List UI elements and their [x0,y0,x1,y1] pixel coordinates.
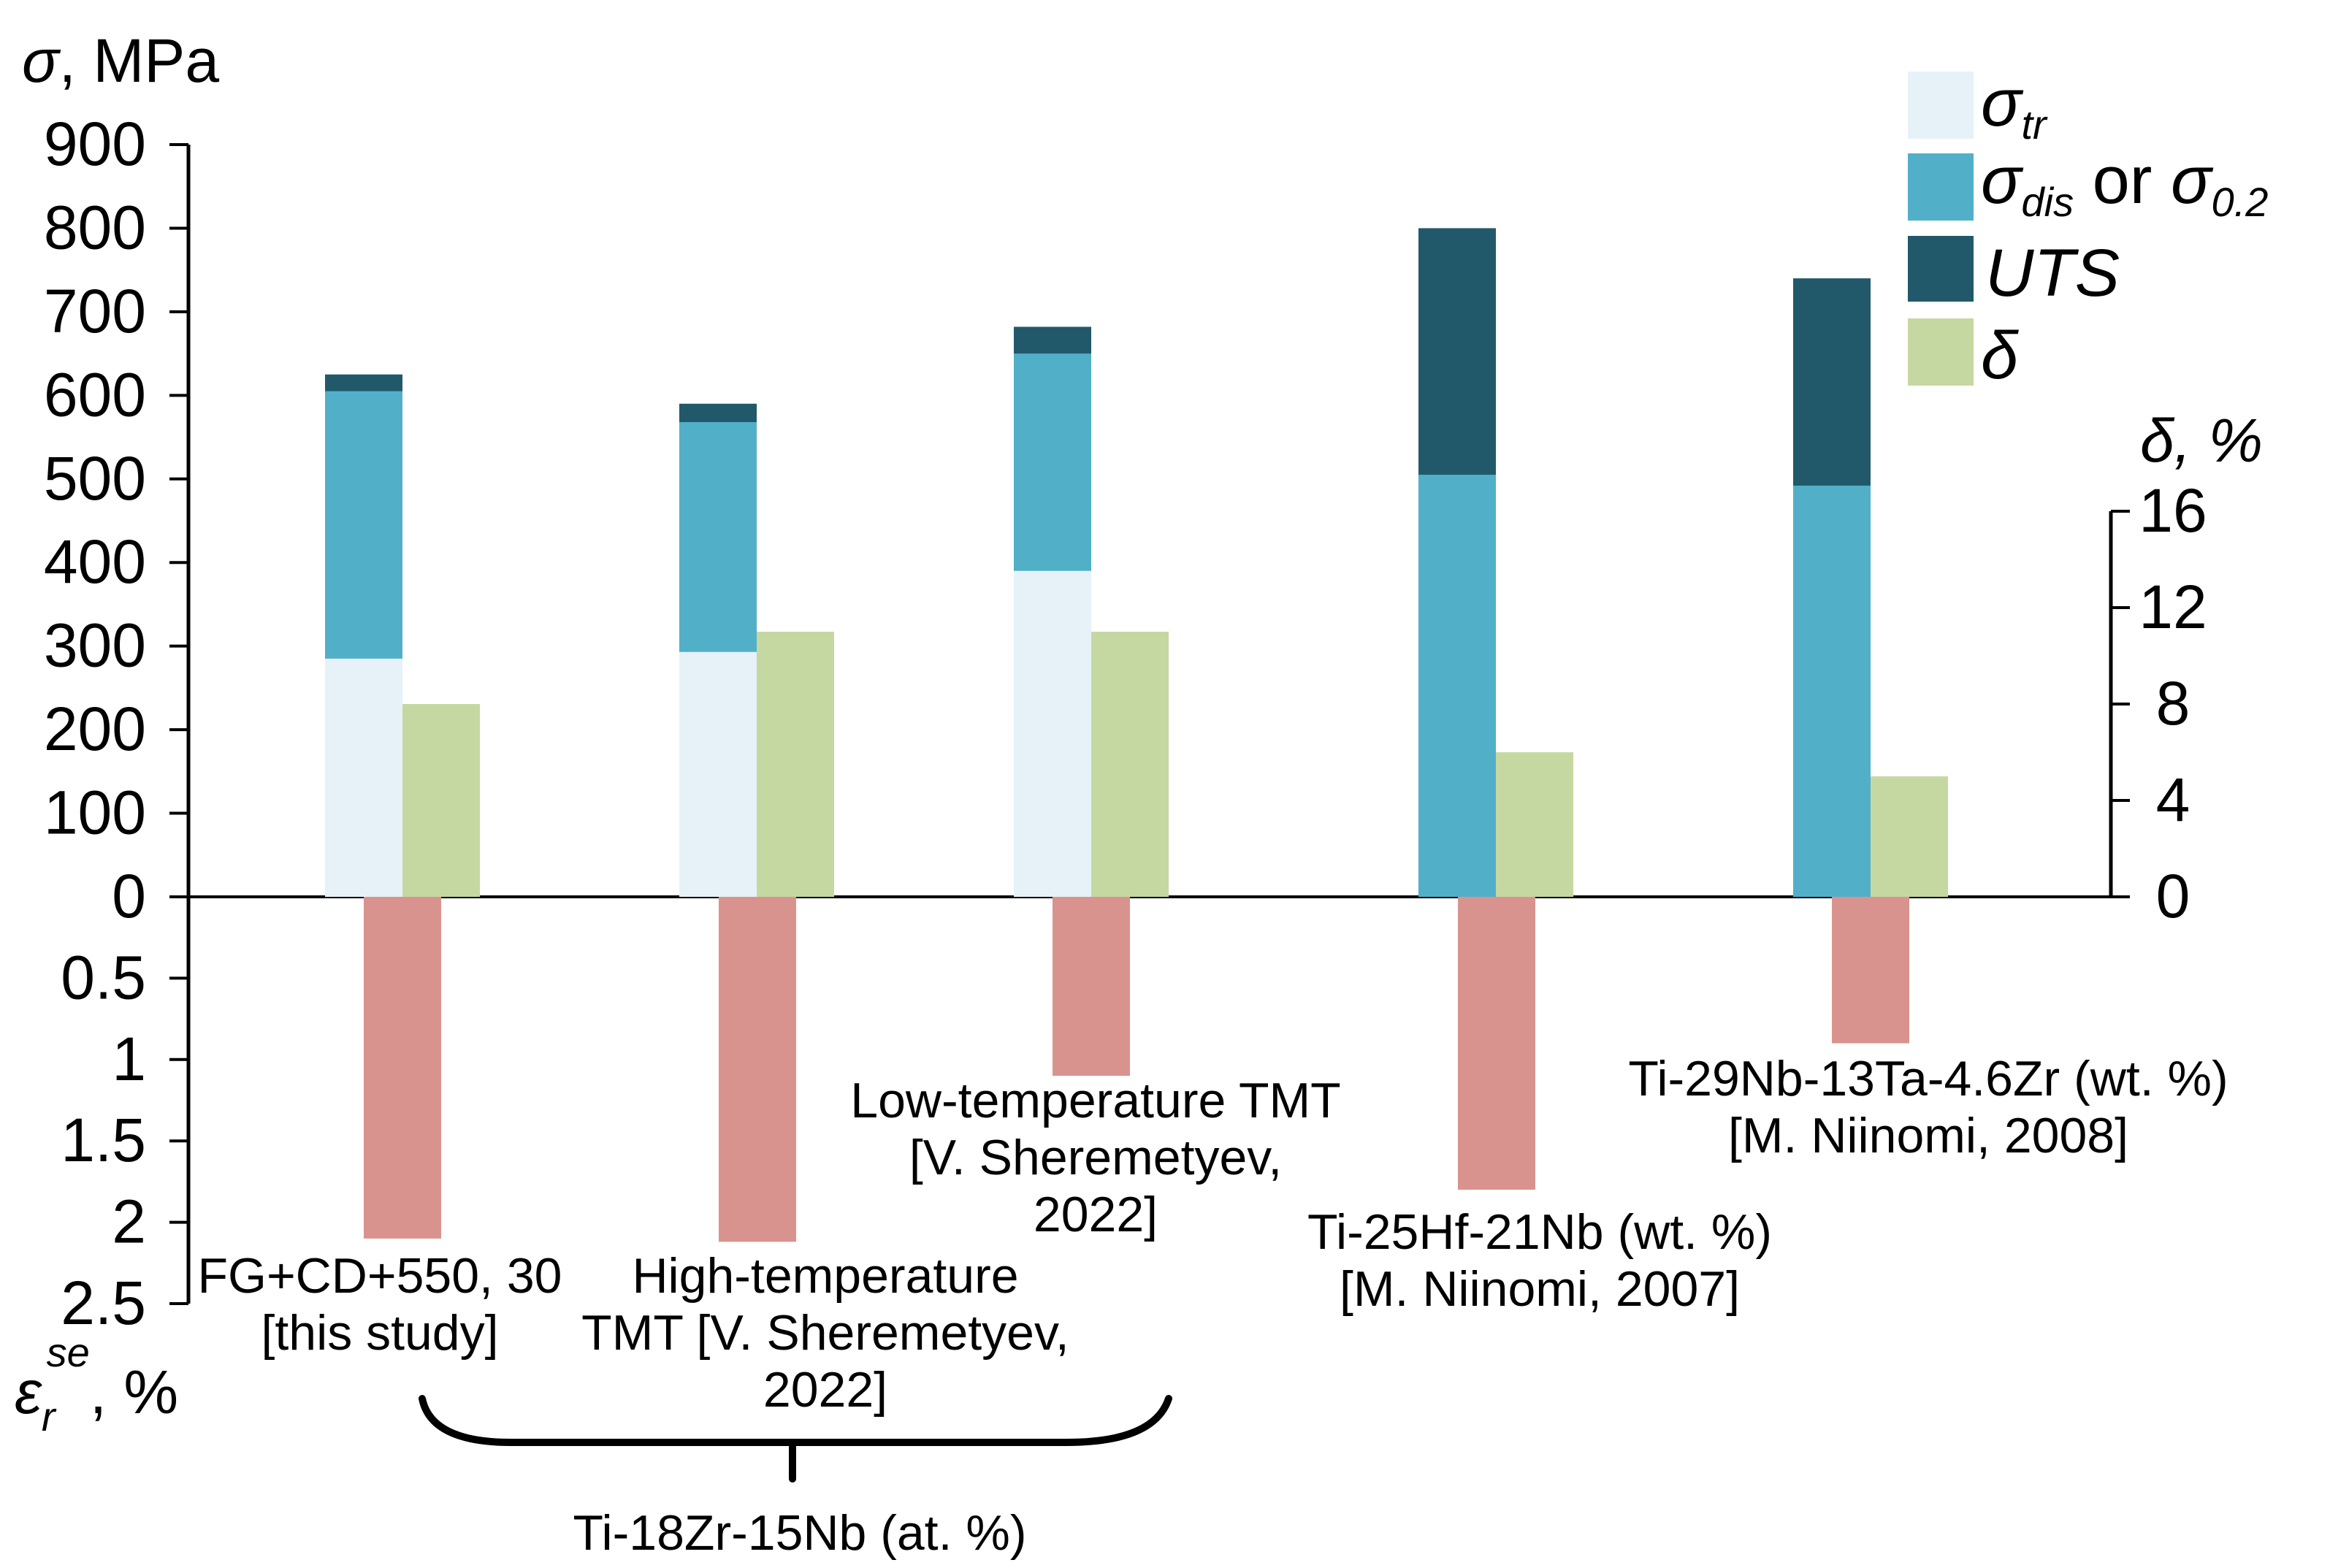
lower-tick-label: 2 [112,1188,146,1256]
bar-delta [757,632,834,897]
category-label: FG+CD+550, 30 [this study] [198,1248,562,1361]
lower-tick-label: 0.5 [61,943,146,1011]
right-axis-ticks: 16 12 8 4 0 [2111,476,2207,930]
bars [325,228,1948,1242]
left-axis-ticks: 900 800 700 600 500 400 300 200 100 0 [44,110,188,930]
right-tick-label: 4 [2156,765,2190,834]
lower-axis-ticks: 0.5 1 1.5 2 2.5 [61,943,188,1337]
right-tick-label: 0 [2156,862,2190,930]
bar-sigma-dis [1418,475,1496,897]
legend-label-sigma-tr: σtr [1981,66,2048,148]
bar-epsilon [364,897,441,1239]
bar-epsilon [719,897,796,1242]
category-label: Ti-25Hf-21Nb (wt. %) [M. Niinomi, 2007] [1307,1204,1772,1317]
left-tick-label: 0 [112,862,146,930]
bar-sigma-dis [1793,485,1871,897]
bar-epsilon [1832,897,1909,1044]
bar-delta [1496,752,1573,897]
left-axis-title: σ, MPa [22,26,219,95]
lower-axis-title: εrse, % [15,1329,178,1439]
category-label: Low-temperature TMT [V. Sheremetyev, 2022] [850,1073,1340,1242]
group-bracket-label: Ti-18Zr-15Nb (at. %) [573,1505,1027,1561]
legend-label-sigma-dis: σdis or σ0.2 [1981,143,2268,225]
legend-swatch-delta [1908,318,1974,386]
lower-tick-label: 1 [112,1025,146,1093]
right-axis-title: δ, % [2140,406,2263,475]
bar-delta [402,704,480,897]
right-tick-label: 12 [2139,573,2207,641]
category-label: High-temperature TMT [V. Sheremetyev, 2022… [581,1248,1069,1418]
left-tick-label: 500 [44,444,146,513]
lower-tick-label: 1.5 [61,1106,146,1174]
category-labels: FG+CD+550, 30 [this study]High-temperatur… [198,1051,2228,1418]
left-tick-label: 800 [44,193,146,261]
lower-tick-label: 2.5 [61,1269,146,1337]
left-tick-label: 100 [44,779,146,847]
left-tick-label: 900 [44,110,146,178]
bar-sigma-tr [1014,570,1091,897]
bar-sigma-tr [325,658,402,897]
left-tick-label: 200 [44,695,146,763]
legend: σtr σdis or σ0.2 UTS δ [1908,66,2268,393]
bar-epsilon [1458,897,1535,1190]
legend-swatch-uts [1908,236,1974,302]
category-label: Ti-29Nb-13Ta-4.6Zr (wt. %) [M. Niinomi, 2… [1628,1051,2228,1163]
left-tick-label: 600 [44,360,146,429]
left-tick-label: 400 [44,527,146,596]
bar-epsilon [1053,897,1130,1076]
legend-label-uts: UTS [1985,236,2120,310]
legend-label-delta: δ [1981,318,2019,393]
left-tick-label: 300 [44,611,146,680]
bar-delta [1091,632,1169,897]
right-tick-label: 8 [2156,669,2190,738]
legend-swatch-sigma-dis [1908,153,1974,221]
bar-sigma-tr [679,651,757,897]
bar-delta [1871,776,1948,897]
group-bracket [419,1395,1172,1483]
right-tick-label: 16 [2139,476,2207,545]
left-tick-label: 700 [44,277,146,345]
legend-swatch-sigma-tr [1908,72,1974,139]
